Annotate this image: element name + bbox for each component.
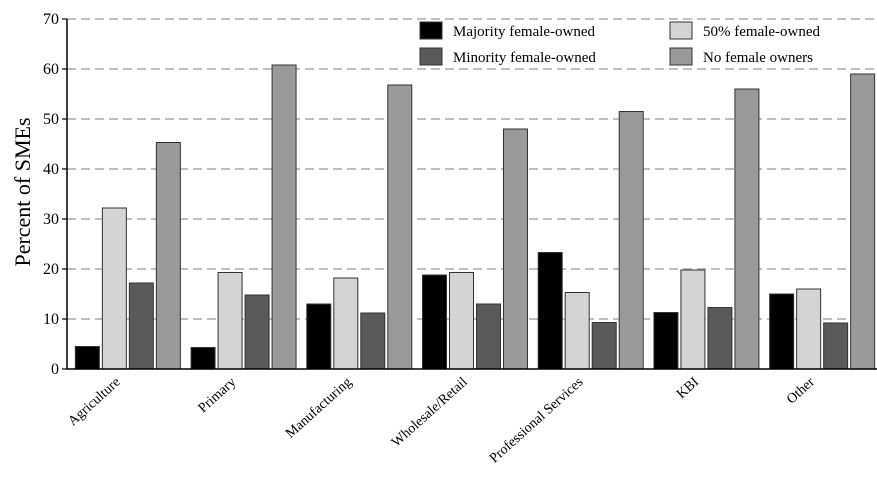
bar — [74, 346, 100, 370]
y-tick-label: 60 — [43, 61, 59, 78]
legend: Majority female-owned 50% female-owned Min… — [419, 21, 821, 66]
x-tick-label: Wholesale/Retail — [389, 375, 471, 451]
bar — [217, 272, 243, 370]
axes — [66, 19, 877, 370]
bar — [537, 252, 563, 370]
bar — [190, 347, 216, 370]
bar — [680, 269, 706, 370]
bar — [503, 128, 528, 370]
bar — [387, 84, 413, 370]
y-axis-label: Percent of SMEs — [10, 117, 35, 266]
bar — [101, 207, 127, 370]
x-tick-label: Agriculture — [66, 375, 124, 429]
bar — [796, 288, 822, 370]
bar — [155, 142, 181, 370]
x-tick-label: Primary — [196, 375, 240, 416]
legend-label: Minority female-owned — [453, 50, 596, 66]
y-tick-label: 0 — [51, 361, 59, 378]
bar — [244, 294, 270, 370]
bar — [449, 272, 474, 370]
bar — [271, 64, 297, 370]
bar — [306, 303, 332, 370]
bar — [564, 292, 590, 370]
y-tick-labels: 0 10 20 30 40 50 60 70 — [43, 11, 67, 378]
bar — [422, 274, 447, 370]
x-tick-label: Other — [784, 375, 818, 408]
bar — [850, 73, 876, 370]
x-tick-label: Professional Services — [487, 375, 586, 467]
bar — [591, 322, 617, 370]
bar — [618, 111, 644, 370]
x-tick-label: Manufacturing — [283, 375, 355, 442]
legend-swatch — [669, 21, 693, 40]
legend-swatch — [419, 21, 443, 40]
bar — [769, 293, 795, 370]
y-tick-label: 70 — [43, 11, 59, 28]
bar — [476, 303, 501, 370]
bar — [653, 312, 679, 370]
bar — [333, 277, 359, 370]
legend-label: 50% female-owned — [703, 24, 821, 40]
bar — [823, 322, 849, 370]
legend-swatch — [419, 47, 443, 66]
x-tick-label: KBI — [674, 375, 702, 403]
legend-label: No female owners — [703, 50, 813, 66]
bars — [74, 64, 876, 370]
bar — [360, 312, 386, 370]
bar — [734, 88, 760, 370]
y-tick-label: 20 — [43, 261, 59, 278]
bar — [128, 282, 154, 370]
y-tick-label: 50 — [43, 111, 59, 128]
y-tick-label: 10 — [43, 311, 59, 328]
legend-swatch — [669, 47, 693, 66]
bar — [707, 307, 733, 370]
legend-label: Majority female-owned — [453, 24, 596, 40]
y-tick-label: 30 — [43, 211, 59, 228]
y-tick-label: 40 — [43, 161, 59, 178]
x-tick-labels: Agriculture Primary Manufacturing Wholesale… — [66, 375, 819, 467]
